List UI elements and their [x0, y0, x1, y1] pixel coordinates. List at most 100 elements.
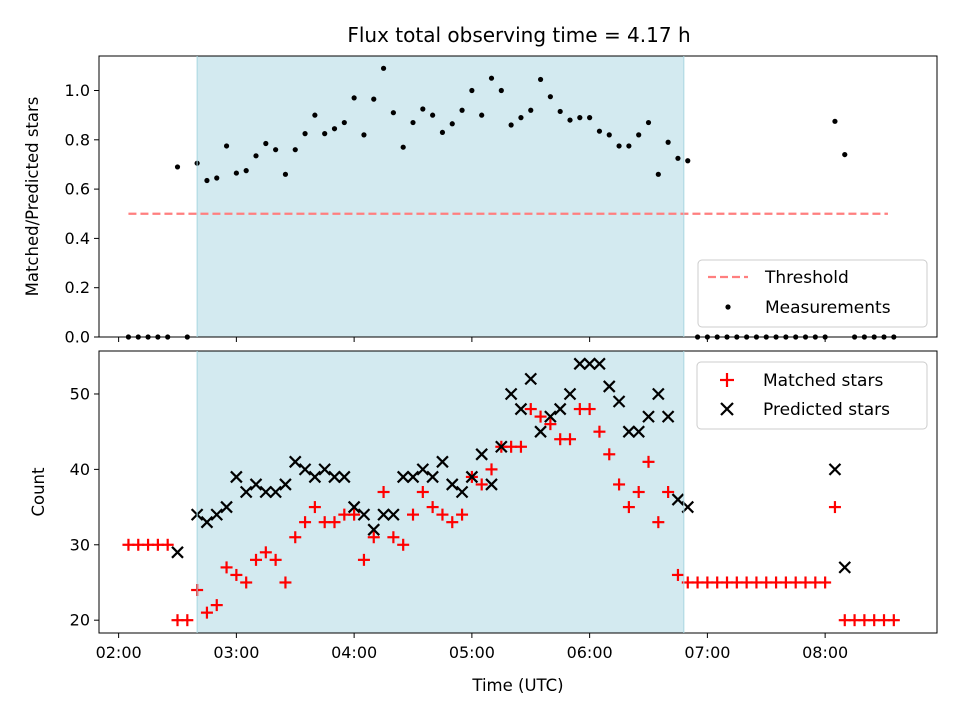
top-y-tick-label: 0.2: [65, 278, 90, 297]
matched-star-point: [436, 508, 449, 521]
predicted-star-point: [239, 485, 253, 499]
predicted-star-point: [504, 387, 518, 401]
measurement-point: [488, 75, 495, 81]
measurement-point: [322, 131, 328, 137]
predicted-star-point: [298, 463, 312, 476]
top-shaded-region: [197, 56, 684, 337]
legend-matched-swatch: [720, 373, 734, 387]
measurement-point: [842, 151, 848, 158]
legend-predicted-swatch: [720, 402, 734, 416]
x-tick-label: 03:00: [213, 643, 259, 662]
measurement-point: [302, 131, 308, 137]
predicted-star-point: [455, 485, 469, 499]
matched-star-point: [603, 448, 616, 461]
legend-measurements-swatch: [725, 304, 731, 310]
predicted-star-point: [396, 470, 410, 484]
measurement-point: [312, 112, 318, 118]
measurement-point: [537, 76, 544, 83]
measurement-point: [528, 107, 534, 113]
measurement-point: [567, 117, 573, 123]
matched-star-point: [426, 501, 439, 514]
matched-star-point: [475, 478, 488, 491]
matched-star-point: [642, 455, 655, 468]
matched-star-point: [299, 516, 312, 529]
measurement-point: [214, 175, 220, 181]
bottom-y-ticks: 20 30 40 50: [70, 384, 99, 630]
matched-star-point: [367, 531, 380, 544]
measurement-point: [233, 170, 239, 176]
x-tick-label: 02:00: [96, 643, 142, 662]
predicted-star-point: [328, 470, 341, 484]
matched-star-point: [622, 501, 635, 514]
predicted-star-point: [367, 523, 381, 536]
top-y-tick-label: 0.4: [65, 229, 90, 248]
predicted-star-point: [347, 500, 361, 514]
measurement-point: [626, 143, 632, 149]
bottom-legend: Matched stars Predicted stars: [696, 361, 928, 430]
predicted-star-point: [357, 508, 371, 521]
measurement-point: [174, 164, 181, 170]
measurement-point: [253, 153, 259, 159]
predicted-star-point: [416, 463, 430, 476]
predicted-star-point: [445, 478, 459, 491]
predicted-star-point: [622, 425, 636, 438]
matched-star-point: [377, 486, 390, 498]
measurement-point: [557, 108, 563, 115]
matched-star-point: [269, 553, 282, 566]
measurement-point: [263, 140, 269, 147]
measurement-point: [518, 115, 524, 121]
matched-star-point: [161, 538, 174, 551]
matched-star-point: [524, 403, 537, 416]
predicted-star-point: [426, 470, 439, 484]
measurement-point: [273, 147, 279, 153]
matched-star-point: [564, 433, 577, 446]
predicted-star-point: [563, 387, 577, 401]
legend-predicted-label: Predicted stars: [763, 400, 890, 420]
predicted-star-point: [573, 357, 587, 371]
bottom-x-ticks: 02:00 03:00 04:00 05:00 06:00 07:00 08:00: [96, 633, 848, 662]
measurement-point: [616, 143, 622, 149]
predicted-star-point: [288, 455, 302, 469]
measurement-point: [645, 119, 652, 126]
predicted-star-point: [612, 395, 626, 408]
predicted-star-point: [249, 478, 263, 491]
matched-star-point: [200, 606, 213, 619]
top-axes-frame: [98, 55, 938, 338]
predicted-star-point: [171, 546, 184, 559]
measurement-point: [685, 158, 691, 164]
top-y-tick-label: 0.0: [65, 328, 90, 347]
x-tick-label: 05:00: [449, 643, 495, 662]
predicted-star-point: [583, 357, 596, 371]
measurement-point: [331, 126, 338, 132]
predicted-star-point: [485, 478, 498, 491]
x-tick-label: 08:00: [802, 643, 848, 662]
legend-matched-label: Matched stars: [763, 371, 883, 391]
bottom-shaded-region: [197, 351, 684, 633]
predicted-star-point: [308, 470, 322, 484]
matched-star-point: [652, 516, 665, 529]
predicted-star-point: [318, 463, 331, 476]
predicted-star-point: [514, 402, 528, 416]
top-legend: Threshold Measurements: [697, 259, 928, 328]
matched-star-point: [593, 425, 606, 438]
top-legend-box: [697, 259, 928, 328]
measurement-point: [292, 147, 298, 153]
measurement-point: [243, 168, 249, 174]
bottom-y-tick-label: 20: [70, 611, 90, 630]
matched-star-point: [259, 546, 272, 559]
predicted-star-point: [230, 470, 243, 484]
measurement-point: [596, 128, 603, 134]
matched-star-point: [210, 599, 223, 612]
measurement-point: [351, 95, 357, 101]
top-panel: 0.0 0.2 0.4 0.6 0.8 1.0 Matched/Predicted sta…: [23, 55, 938, 347]
measurement-point: [832, 118, 838, 124]
measurement-point: [380, 65, 387, 71]
measurement-point: [282, 171, 289, 177]
matched-star-point: [583, 403, 596, 416]
matched-star-point: [240, 576, 253, 589]
x-axis-label: Time (UTC): [471, 676, 563, 695]
matched-star-point: [887, 614, 900, 627]
measurement-point: [400, 144, 406, 150]
matched-star-point: [662, 486, 675, 498]
predicted-star-point: [553, 402, 567, 416]
